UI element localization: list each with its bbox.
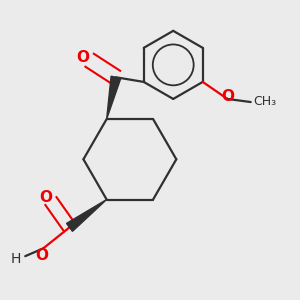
Text: O: O [35, 248, 48, 263]
Polygon shape [67, 200, 107, 231]
Text: CH₃: CH₃ [253, 95, 276, 108]
Text: O: O [222, 89, 235, 104]
Text: H: H [11, 252, 21, 266]
Polygon shape [107, 76, 121, 119]
Text: O: O [76, 50, 89, 64]
Text: O: O [39, 190, 52, 205]
